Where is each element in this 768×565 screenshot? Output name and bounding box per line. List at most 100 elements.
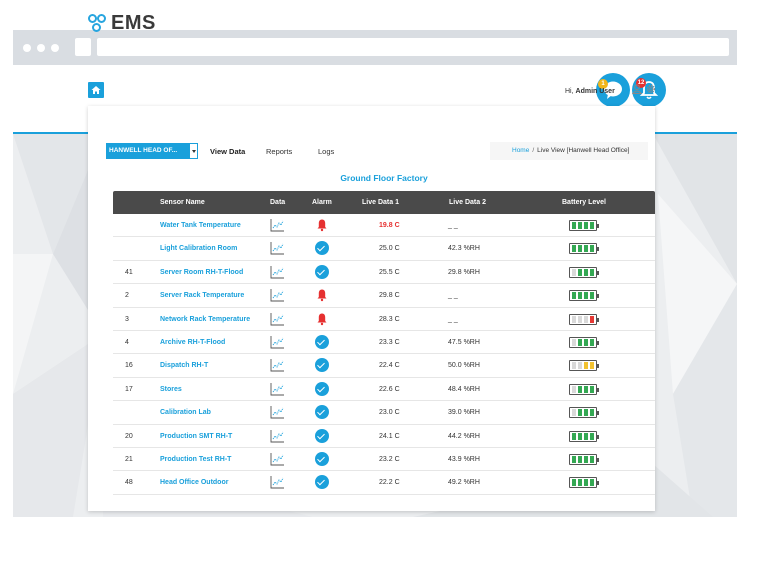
alarm-bell-icon[interactable] (315, 218, 329, 233)
checkmark-icon[interactable] (315, 475, 329, 490)
sensor-name-link[interactable]: Production SMT RH-T (160, 432, 233, 440)
table-row[interactable]: Water Tank Temperature 19.8 C _ _ (113, 214, 655, 238)
checkmark-icon[interactable] (315, 405, 329, 420)
battery-icon (569, 313, 599, 325)
nav-reports[interactable]: Reports (266, 147, 293, 156)
user-greeting: Hi, Admin User (565, 88, 615, 95)
line-chart-icon[interactable] (270, 382, 285, 397)
browser-chrome (13, 30, 737, 65)
line-chart-icon[interactable] (270, 429, 285, 444)
live-data-2: 42.3 %RH (448, 245, 480, 253)
user-name: Admin User (575, 88, 615, 95)
header-sensor-name[interactable]: Sensor Name (160, 199, 205, 206)
table-row[interactable]: 2 Server Rack Temperature 29.8 C _ _ (113, 284, 655, 308)
sensor-name-link[interactable]: Network Rack Temperature (160, 315, 251, 323)
live-data-2: 47.5 %RH (448, 338, 480, 346)
sensor-id: 20 (125, 432, 133, 440)
sensor-name-link[interactable]: Archive RH-T-Flood (160, 338, 226, 346)
battery-icon (569, 383, 599, 395)
section-title: Ground Floor Factory (340, 173, 428, 183)
table-row[interactable]: 20 Production SMT RH-T 24.1 C 44.2 %RH (113, 425, 655, 448)
live-data-1: 22.2 C (379, 479, 400, 487)
table-row[interactable]: Light Calibration Room 25.0 C 42.3 %RH (113, 237, 655, 261)
sensor-id: 2 (125, 292, 129, 300)
checkmark-icon[interactable] (315, 334, 329, 350)
address-bar[interactable] (97, 38, 729, 56)
sensor-id: 3 (125, 315, 129, 323)
header-data: Data (270, 199, 286, 206)
nav-view-data[interactable]: View Data (210, 147, 246, 156)
checkmark-icon[interactable] (315, 264, 329, 280)
alarm-bell-icon[interactable] (315, 312, 329, 327)
ems-logo[interactable]: EMS (88, 12, 156, 35)
battery-icon (569, 220, 599, 231)
checkmark-icon[interactable] (315, 358, 329, 373)
table-row[interactable]: 4 Archive RH-T-Flood 23.3 C 47.5 %RH (113, 331, 655, 355)
live-data-1: 23.3 C (379, 338, 400, 346)
line-chart-icon[interactable] (270, 312, 285, 327)
table-row[interactable]: 48 Head Office Outdoor 22.2 C 49.2 %RH (113, 471, 655, 495)
sensor-name-link[interactable]: Head Office Outdoor (160, 479, 229, 487)
table-header: Sensor Name Data Alarm Live Data 1 Live … (113, 191, 655, 214)
table-row[interactable]: 21 Production Test RH-T 23.2 C 43.9 %RH (113, 448, 655, 472)
nav-logs[interactable]: Logs (318, 147, 335, 156)
gear-icon[interactable] (646, 84, 656, 94)
chevron-down-icon[interactable] (189, 143, 198, 159)
live-data-2: 29.8 %RH (448, 268, 480, 276)
window-dot (51, 44, 59, 52)
user-icon[interactable] (632, 84, 642, 94)
table-row[interactable]: 16 Dispatch RH-T 22.4 C 50.0 %RH (113, 354, 655, 378)
line-chart-icon[interactable] (270, 475, 285, 490)
table-row[interactable]: 17 Stores 22.6 C 48.4 %RH (113, 378, 655, 402)
checkmark-icon[interactable] (315, 451, 329, 467)
sensor-name-link[interactable]: Server Room RH-T-Flood (160, 268, 244, 276)
sensor-name-link[interactable]: Stores (160, 385, 182, 393)
line-chart-icon[interactable] (270, 241, 285, 256)
battery-icon (569, 453, 599, 465)
table-row[interactable]: 41 Server Room RH-T-Flood 25.5 C 29.8 %RH (113, 261, 655, 285)
checkmark-icon[interactable] (315, 241, 329, 256)
line-chart-icon[interactable] (270, 452, 285, 467)
alarms-button[interactable]: 12 (632, 73, 666, 107)
sensor-name-link[interactable]: Production Test RH-T (160, 455, 232, 463)
live-data-2: 43.9 %RH (448, 455, 480, 463)
line-chart-icon[interactable] (270, 265, 285, 280)
notifications-button[interactable]: 1 (596, 73, 630, 107)
live-data-2: _ _ (448, 222, 458, 229)
line-chart-icon[interactable] (270, 288, 285, 303)
sensor-name-link[interactable]: Server Rack Temperature (160, 292, 245, 300)
sensor-name-link[interactable]: Light Calibration Room (160, 245, 238, 253)
site-selector[interactable]: HANWELL HEAD OF... (106, 143, 198, 159)
live-data-1: 22.4 C (379, 362, 400, 370)
home-button[interactable] (88, 82, 104, 98)
sensor-name-link[interactable]: Calibration Lab (160, 409, 211, 417)
breadcrumb-separator: / (532, 147, 535, 154)
table-body: Water Tank Temperature 19.8 C _ _ Light Cal… (113, 214, 655, 495)
checkmark-icon[interactable] (315, 381, 329, 397)
line-chart-icon[interactable] (270, 335, 285, 350)
alarm-bell-icon[interactable] (315, 288, 329, 303)
live-data-2: _ _ (448, 315, 458, 323)
breadcrumb-home[interactable]: Home (512, 147, 530, 154)
checkmark-icon[interactable] (315, 428, 329, 444)
battery-icon (569, 243, 599, 255)
battery-icon (569, 266, 599, 278)
notification-badge: 1 (598, 79, 608, 89)
battery-icon (569, 336, 599, 348)
live-data-1: 19.8 C (379, 222, 400, 229)
live-data-1: 23.2 C (379, 455, 400, 463)
line-chart-icon[interactable] (270, 358, 285, 373)
live-data-1: 25.5 C (379, 268, 400, 276)
sensor-name-link[interactable]: Dispatch RH-T (160, 362, 209, 370)
table-row[interactable]: Calibration Lab 23.0 C 39.0 %RH (113, 401, 655, 425)
line-chart-icon[interactable] (270, 405, 285, 420)
line-chart-icon[interactable] (270, 218, 285, 233)
sensor-id: 16 (125, 362, 133, 370)
logo-mark-icon (88, 13, 108, 34)
sensor-name-link[interactable]: Water Tank Temperature (160, 222, 241, 229)
tab-button[interactable] (75, 38, 91, 56)
live-data-2: _ _ (448, 292, 458, 300)
live-data-2: 49.2 %RH (448, 479, 480, 487)
sensor-id: 41 (125, 268, 133, 276)
table-row[interactable]: 3 Network Rack Temperature 28.3 C _ _ (113, 308, 655, 331)
